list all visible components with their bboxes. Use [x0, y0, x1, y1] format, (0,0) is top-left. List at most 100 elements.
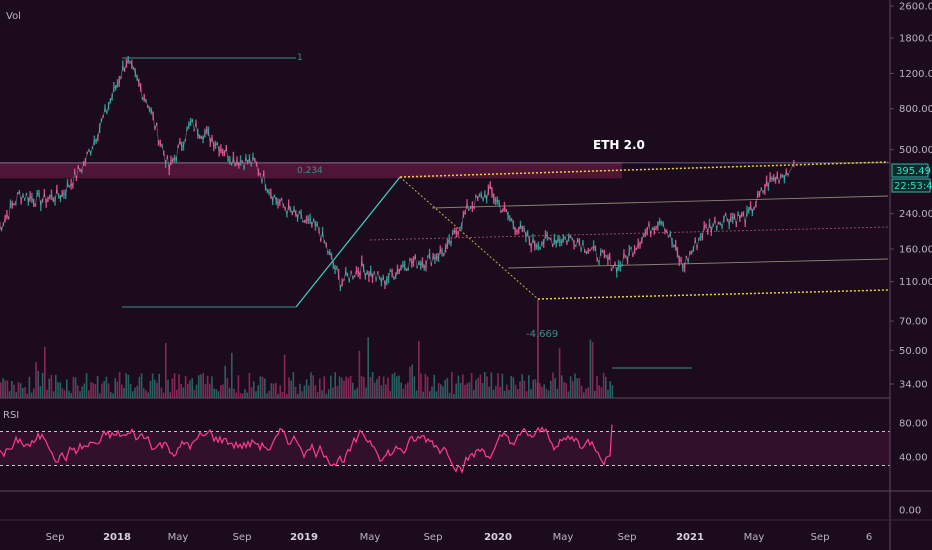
volume-bar	[528, 375, 530, 398]
volume-bar	[506, 384, 508, 398]
volume-bar	[228, 387, 231, 398]
volume-bar	[50, 374, 53, 398]
volume-bar	[149, 380, 152, 398]
volume-bar	[552, 372, 554, 398]
volume-bar	[499, 386, 501, 398]
countdown-label: 22:53:42	[894, 181, 932, 192]
volume-bar	[198, 375, 200, 398]
volume-bar	[160, 387, 163, 398]
volume-bar	[239, 393, 242, 398]
price-tick-label: 1200.00	[899, 69, 932, 80]
volume-bar	[514, 384, 517, 398]
volume-bar	[96, 375, 99, 398]
channel-inner-line-1	[431, 195, 889, 209]
time-tick-label: 6	[866, 532, 872, 543]
volume-bar	[385, 384, 387, 398]
rsi-pane-label: RSI	[3, 410, 19, 421]
volume-bar	[371, 371, 374, 398]
volume-bar	[154, 379, 156, 398]
volume-bar	[360, 376, 363, 398]
volume-bar	[338, 376, 341, 398]
volume-bar	[444, 380, 446, 398]
volume-bar	[268, 390, 270, 398]
retracement-line	[399, 176, 539, 300]
volume-bar	[46, 389, 48, 398]
volume-bar	[140, 373, 143, 398]
volume-bar	[343, 380, 345, 398]
volume-bar	[176, 389, 178, 398]
volume-bar	[565, 383, 567, 398]
volume-bar	[569, 376, 572, 398]
volume-bar	[277, 393, 279, 398]
volume-bar	[200, 374, 202, 398]
volume-bar	[490, 372, 493, 398]
volume-bar	[567, 391, 570, 398]
volume-bar	[305, 379, 308, 398]
volume-bar	[297, 393, 299, 398]
volume-bar	[83, 383, 86, 398]
volume-bar	[52, 391, 55, 398]
volume-bar	[35, 362, 37, 398]
volume-bar	[94, 383, 97, 398]
volume-bar	[519, 381, 521, 398]
volume-bar	[116, 381, 119, 398]
volume-bar	[70, 392, 72, 398]
volume-bar	[523, 380, 526, 398]
volume-bar	[510, 375, 512, 398]
volume-bar	[543, 384, 545, 398]
volume-bar	[349, 375, 352, 398]
volume-bar	[103, 380, 105, 398]
volume-bar	[257, 385, 259, 398]
volume-bar	[41, 372, 44, 398]
volume-bar	[6, 380, 9, 398]
volume-bar	[143, 388, 145, 398]
volume-bar	[294, 386, 297, 398]
price-tick-label: 2600.00	[899, 2, 932, 13]
volume-bar	[589, 339, 592, 398]
volume-bar	[352, 382, 354, 398]
volume-bar	[497, 373, 499, 398]
rsi-layer	[0, 424, 890, 475]
time-tick-label: 2019	[290, 532, 318, 543]
volume-bar	[259, 376, 262, 398]
volume-bar	[539, 383, 541, 398]
volume-bar	[314, 385, 317, 398]
volume-bar	[226, 378, 229, 398]
volume-bar	[503, 390, 506, 398]
volume-bar	[85, 373, 88, 398]
volume-bar	[374, 382, 376, 398]
volume-bar	[609, 381, 611, 398]
volume-bar	[134, 387, 136, 398]
volume-bar	[114, 378, 116, 398]
volume-bar	[283, 354, 286, 398]
volume-bar	[99, 393, 101, 398]
volume-bar	[290, 380, 292, 398]
volume-bar	[382, 376, 385, 398]
volume-bar	[411, 364, 413, 398]
rsi-line	[0, 424, 613, 475]
volume-bar	[440, 384, 442, 398]
volume-bar	[59, 382, 61, 398]
price-line	[0, 59, 795, 289]
volume-bar	[391, 374, 394, 398]
volume-bar	[191, 378, 193, 398]
time-tick-label: 2020	[484, 532, 512, 543]
volume-bar	[48, 378, 50, 398]
eth-2-annotation: ETH 2.0	[593, 138, 645, 152]
volume-bar	[88, 390, 90, 398]
volume-bar	[393, 372, 396, 398]
volume-bar	[323, 376, 325, 398]
volume-bar	[327, 389, 330, 398]
volume-bar	[347, 378, 350, 398]
volume-bar	[319, 378, 321, 398]
volume-bar	[486, 376, 488, 398]
volume-bar	[308, 385, 310, 398]
volume-bar	[272, 383, 275, 398]
volume-pane-label: Vol	[6, 11, 21, 22]
price-tick-label: 160.00	[899, 245, 932, 256]
volume-bar	[209, 383, 211, 398]
volume-bar	[79, 391, 81, 398]
volume-bar	[279, 385, 281, 398]
volume-bar	[15, 392, 17, 398]
